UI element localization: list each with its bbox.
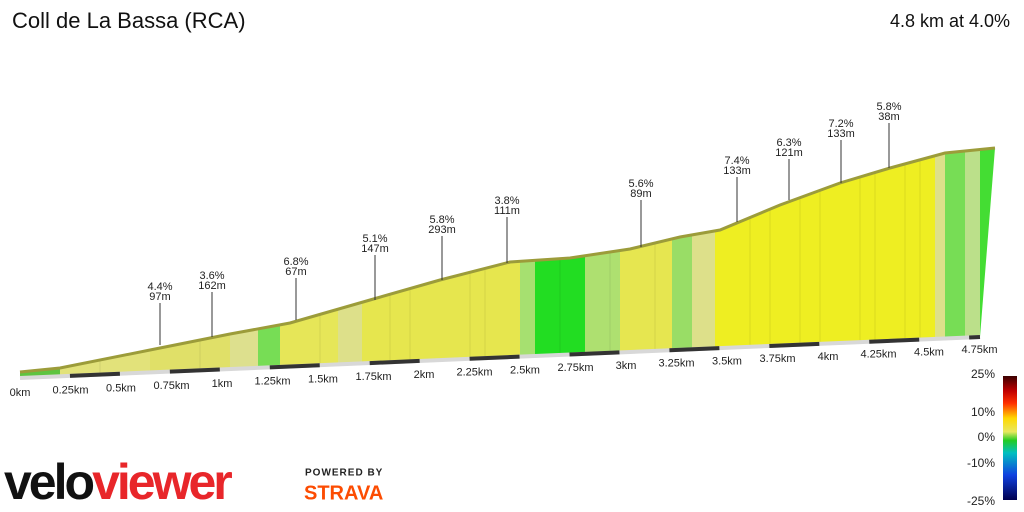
annotation-grade: 5.6% [628,178,653,190]
distance-label: 0.25km [52,385,88,397]
annotation-length: 147m [361,243,389,255]
summary: 4.8 km at 4.0% [890,11,1010,31]
distance-label: 4.75km [961,344,997,356]
distance-label: 3km [616,360,637,372]
annotation-grade: 6.8% [283,256,308,268]
legend-label: 10% [971,405,995,419]
distance-label: 0.75km [153,380,189,392]
distance-label: 1.5km [308,373,338,385]
legend-label: -25% [967,494,995,508]
legend-label: -10% [967,456,995,470]
veloviewer-logo: veloviewer [4,454,232,510]
annotation-length: 293m [428,224,456,236]
annotation-grade: 7.4% [724,155,749,167]
annotation-length: 89m [630,188,651,200]
distance-label: 3.25km [658,358,694,370]
grade-segment [692,148,715,378]
legend-label: 0% [978,430,996,444]
distance-label: 1km [212,378,233,390]
grade-segment [520,148,535,378]
annotation-grade: 5.1% [362,233,387,245]
grade-segment [150,148,230,378]
distance-label: 0km [10,387,31,399]
grade-legend-bar [1003,376,1017,500]
distance-label: 3.75km [759,353,795,365]
distance-label: 2.5km [510,364,540,376]
annotation-length: 67m [285,266,306,278]
distance-label: 2km [414,369,435,381]
annotation-length: 133m [723,165,751,177]
distance-label: 1.75km [355,371,391,383]
distance-label: 4.25km [860,349,896,361]
distance-label: 1.25km [254,376,290,388]
annotation-grade: 3.8% [494,195,519,207]
powered-by: POWERED BY [305,468,383,479]
annotation-grade: 3.6% [199,270,224,282]
grade-segment [20,148,60,378]
distance-label: 3.5km [712,355,742,367]
distance-label: 0.5km [106,382,136,394]
grade-segment [945,148,965,378]
grade-segment [672,148,692,378]
annotation-grade: 5.8% [876,101,901,113]
grade-segment [965,148,980,378]
annotation-length: 121m [775,147,803,159]
annotation-length: 38m [878,111,899,123]
baseline-dashes [19,335,981,380]
annotation-grade: 4.4% [147,281,172,293]
grade-segment [935,148,945,378]
distance-label: 2.75km [557,362,593,374]
annotation-length: 111m [494,205,520,217]
title: Coll de La Bassa (RCA) [12,8,246,33]
legend-label: 25% [971,367,995,381]
logo-velo: velo [4,454,94,510]
profile-fill [20,148,995,378]
annotation-length: 97m [149,291,170,303]
grade-segment [338,148,362,378]
grade-segment [230,148,258,378]
distance-label: 4.5km [914,346,944,358]
annotation-grade: 5.8% [429,214,454,226]
annotation-length: 162m [198,280,226,292]
logo-viewer: viewer [92,454,232,510]
profile-edge [19,146,996,374]
distance-label: 4km [818,351,839,363]
distance-label: 2.25km [456,367,492,379]
annotation-grade: 7.2% [828,118,853,130]
annotation-grade: 6.3% [776,137,801,149]
strava-logo: STRAVA [304,482,383,504]
annotation-length: 133m [827,128,855,140]
grade-segment [258,148,280,378]
